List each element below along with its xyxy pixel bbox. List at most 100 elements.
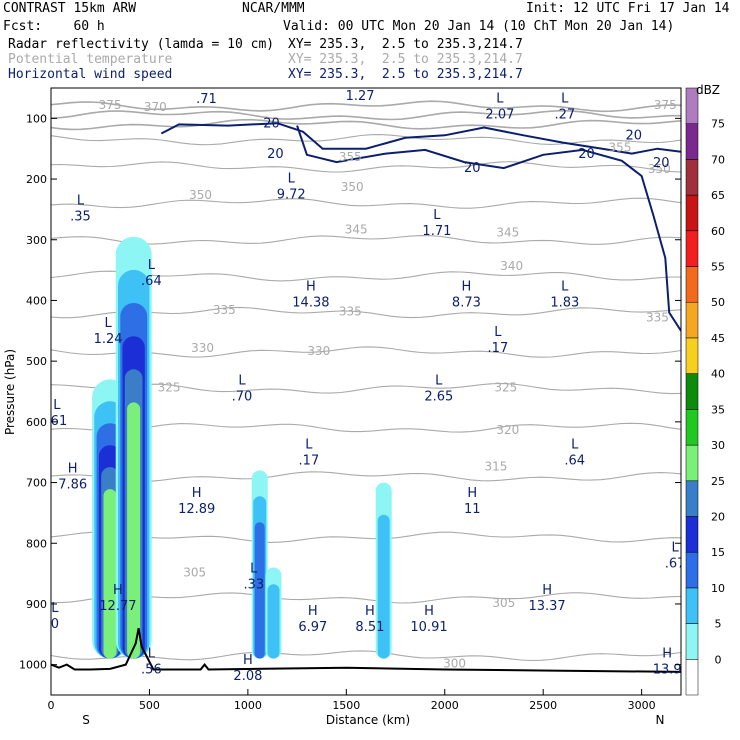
extremum-value-30: 2.08	[233, 669, 262, 684]
extremum-value-8: 14.38	[292, 295, 329, 310]
valid-time: Valid: 00 UTC Mon 20 Jan 14 (10 ChT Mon …	[283, 19, 675, 34]
theta-contour-315	[51, 471, 681, 483]
theta-contour-370	[51, 109, 681, 121]
extremum-value-28: 10.91	[410, 620, 447, 635]
extremum-L-7: L	[148, 258, 156, 273]
theta-label-15: 330	[307, 344, 330, 358]
extremum-H-9: H	[462, 279, 472, 294]
extremum-value-17: .64	[564, 453, 585, 468]
wind-label-3: 20	[578, 147, 595, 162]
extremum-value-27: 8.51	[355, 620, 384, 635]
colorbar: 0 5 10 15 20 25 30 35 40 45 50 55 60 65 70 75	[685, 87, 725, 696]
y-tick-label-5: 600	[26, 416, 47, 429]
reflectivity-cell-2-level-15	[254, 522, 265, 659]
extremum-value-24: 13.37	[528, 599, 565, 614]
y-tick-label-6: 700	[26, 477, 47, 490]
x-axis-label: Distance (km)	[326, 713, 410, 727]
extremum-L-17: L	[571, 437, 579, 452]
colorbar-label-70: 70	[711, 153, 725, 166]
extremum-L-29: L	[148, 647, 156, 662]
colorbar-label-30: 30	[711, 439, 725, 452]
colorbar-label-20: 20	[711, 511, 725, 524]
extremum-L-3: L	[561, 91, 569, 106]
extremum-value-5: 9.72	[277, 187, 306, 202]
contour-labels: 375 375 370 355 355 350 350 350 345 345 340 335 335 3…	[51, 73, 681, 684]
x-tick-label-1: 500	[139, 699, 160, 712]
extremum-value-25: 0	[51, 617, 59, 632]
extremum-L-22: L	[250, 562, 258, 577]
extremum-value-19: 12.89	[178, 502, 215, 517]
extremum-H-18: H	[68, 462, 78, 477]
y-axis-label: Pressure (hPa)	[3, 349, 17, 435]
y-tick-label-9: 1000	[19, 659, 47, 672]
extremum-L-16: L	[305, 437, 313, 452]
reflectivity-field	[92, 236, 392, 659]
x-tick-label-3: 1500	[332, 699, 360, 712]
extremum-value-22: .33	[243, 578, 264, 593]
extremum-L-21: L	[671, 541, 679, 556]
forecast-hour: Fcst: 60 h	[3, 19, 105, 34]
extremum-L-25: L	[51, 601, 59, 616]
extremum-H-8: H	[306, 279, 316, 294]
extremum-value-29: .56	[141, 663, 162, 678]
theta-label-21: 305	[492, 596, 515, 610]
y-tick-label-7: 800	[26, 537, 47, 550]
colorbar-swatch-5	[685, 480, 699, 517]
extremum-value-16: .17	[299, 453, 320, 468]
theta-label-18: 320	[496, 423, 519, 437]
extremum-H-23: H	[113, 583, 123, 598]
x-tick-label-6: 3000	[628, 699, 656, 712]
extremum-L-4: L	[77, 193, 85, 208]
extremum-value-12: .17	[488, 341, 509, 356]
colorbar-label-0: 0	[715, 653, 722, 666]
wind-contour-20-1	[296, 125, 681, 332]
theta-label-9: 345	[496, 226, 519, 240]
extremum-value-3: .27	[554, 107, 575, 122]
colorbar-label-60: 60	[711, 225, 725, 238]
x-tick-label-4: 2000	[431, 699, 459, 712]
theta-label-12: 335	[339, 305, 362, 319]
extremum-H-31: H	[662, 647, 672, 662]
extremum-value-4: .35	[70, 209, 91, 224]
extremum-value-9: 8.73	[452, 295, 481, 310]
colorbar-swatch-15	[685, 123, 699, 160]
colorbar-swatch-9	[685, 337, 699, 374]
theta-contour-335	[51, 306, 681, 319]
theta-label-14: 330	[191, 341, 214, 355]
x-tick-label-0: 0	[48, 699, 55, 712]
theta-label-3: 355	[339, 150, 362, 164]
theta-label-8: 345	[345, 223, 368, 237]
terrain	[51, 628, 681, 673]
extremum-value-2: 2.07	[485, 107, 514, 122]
plot-frame	[50, 87, 682, 696]
theta-label-0: 375	[99, 98, 122, 112]
axes: 0 500 1000 1500 2000 2500 30001002003004005006…	[19, 112, 681, 712]
colorbar-label-15: 15	[711, 546, 725, 559]
colorbar-label-10: 10	[711, 582, 725, 595]
wind-contour-20-0	[160, 122, 681, 155]
colorbar-label-25: 25	[711, 475, 725, 488]
colorbar-label-5: 5	[715, 618, 722, 631]
extremum-L-5: L	[288, 171, 296, 186]
theta-label-22: 300	[443, 657, 466, 671]
theta-contours	[51, 100, 681, 662]
theta-label-20: 305	[183, 566, 206, 580]
wind-label-2: 20	[464, 161, 481, 176]
colorbar-swatch-2	[685, 587, 699, 624]
colorbar-label-35: 35	[711, 403, 725, 416]
theta-label-7: 350	[648, 162, 671, 176]
org-label: NCAR/MMM	[242, 1, 305, 16]
reflectivity-cell-3-level-10	[267, 584, 280, 659]
field-wind-name: Horizontal wind speed	[8, 67, 173, 82]
wind-label-5: 20	[653, 156, 670, 171]
colorbar-swatch-3	[685, 551, 699, 589]
extremum-L-1: L	[356, 73, 364, 88]
colorbar-swatch-10	[685, 301, 699, 339]
colorbar-unit: dBZ	[696, 83, 720, 97]
extremum-H-26: H	[308, 604, 318, 619]
colorbar-swatch-6	[685, 444, 699, 482]
extremum-value-6: 1.71	[422, 224, 451, 239]
reflectivity-cell-4-level-10	[377, 514, 390, 659]
x-end-left-label: S	[82, 713, 90, 727]
y-tick-label-8: 900	[26, 598, 47, 611]
